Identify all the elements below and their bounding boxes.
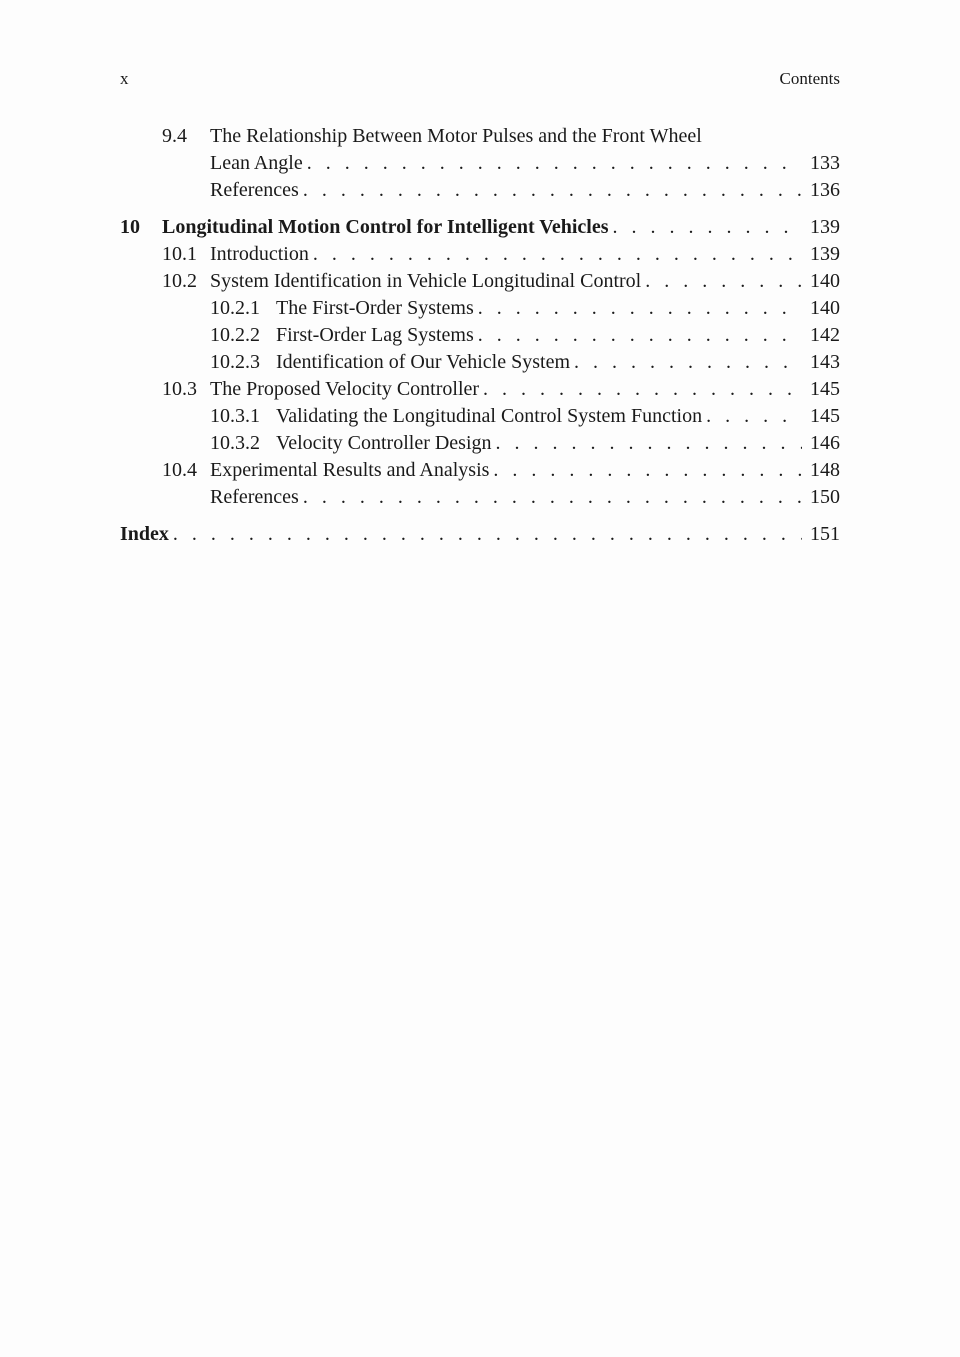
toc-page-number: 145 bbox=[802, 403, 840, 430]
toc-section-number: 10.3 bbox=[162, 376, 210, 403]
toc-line: 10Longitudinal Motion Control for Intell… bbox=[120, 214, 840, 241]
toc-leader-dots: . . . . . . . . . . . . . . . . . . . . … bbox=[489, 457, 802, 484]
toc-leader-dots: . . . . . . . . . . . . . . . . . . . . … bbox=[609, 214, 802, 241]
toc-line: 10.3.1Validating the Longitudinal Contro… bbox=[120, 403, 840, 430]
toc-leader-dots: . . . . . . . . . . . . . . . . . . . . … bbox=[492, 430, 802, 457]
toc-subsection-number: 10.3.2 bbox=[210, 430, 276, 457]
toc-line: Lean Angle. . . . . . . . . . . . . . . … bbox=[120, 150, 840, 177]
toc-title: Identification of Our Vehicle System bbox=[276, 349, 570, 376]
toc-line: 10.2.3Identification of Our Vehicle Syst… bbox=[120, 349, 840, 376]
toc-leader-dots: . . . . . . . . . . . . . . . . . . . . … bbox=[570, 349, 802, 376]
toc-index-label: Index bbox=[120, 521, 169, 548]
toc-page-number: 133 bbox=[802, 150, 840, 177]
toc-page-number: 143 bbox=[802, 349, 840, 376]
table-of-contents: 9.4The Relationship Between Motor Pulses… bbox=[120, 123, 840, 548]
toc-page-number: 139 bbox=[802, 214, 840, 241]
header-contents-label: Contents bbox=[780, 68, 840, 91]
toc-title: References bbox=[210, 177, 299, 204]
toc-page-number: 140 bbox=[802, 268, 840, 295]
toc-line: 10.2System Identification in Vehicle Lon… bbox=[120, 268, 840, 295]
toc-title: References bbox=[210, 484, 299, 511]
toc-title: Velocity Controller Design bbox=[276, 430, 492, 457]
page-number-roman: x bbox=[120, 68, 129, 91]
toc-leader-dots: . . . . . . . . . . . . . . . . . . . . … bbox=[702, 403, 802, 430]
toc-section-number: 10.4 bbox=[162, 457, 210, 484]
toc-line: 10.3The Proposed Velocity Controller. . … bbox=[120, 376, 840, 403]
toc-leader-dots: . . . . . . . . . . . . . . . . . . . . … bbox=[303, 150, 802, 177]
toc-line: 10.4Experimental Results and Analysis. .… bbox=[120, 457, 840, 484]
page-header: x Contents bbox=[120, 68, 840, 91]
toc-section-number: 9.4 bbox=[162, 123, 210, 150]
toc-section-number: 10.1 bbox=[162, 241, 210, 268]
toc-leader-dots: . . . . . . . . . . . . . . . . . . . . … bbox=[309, 241, 802, 268]
toc-line: 10.3.2Velocity Controller Design. . . . … bbox=[120, 430, 840, 457]
toc-line: 10.2.2First-Order Lag Systems. . . . . .… bbox=[120, 322, 840, 349]
toc-title: Lean Angle bbox=[210, 150, 303, 177]
toc-title: System Identification in Vehicle Longitu… bbox=[210, 268, 641, 295]
toc-subsection-number: 10.2.1 bbox=[210, 295, 276, 322]
toc-title: The Relationship Between Motor Pulses an… bbox=[210, 123, 702, 150]
toc-leader-dots: . . . . . . . . . . . . . . . . . . . . … bbox=[169, 521, 802, 548]
toc-leader-dots: . . . . . . . . . . . . . . . . . . . . … bbox=[474, 322, 802, 349]
toc-page-number: 139 bbox=[802, 241, 840, 268]
toc-line: 10.2.1The First-Order Systems. . . . . .… bbox=[120, 295, 840, 322]
toc-line: References. . . . . . . . . . . . . . . … bbox=[120, 177, 840, 204]
toc-subsection-number: 10.2.2 bbox=[210, 322, 276, 349]
toc-title: The First-Order Systems bbox=[276, 295, 474, 322]
toc-title: Experimental Results and Analysis bbox=[210, 457, 489, 484]
toc-title: First-Order Lag Systems bbox=[276, 322, 474, 349]
toc-line: 10.1Introduction. . . . . . . . . . . . … bbox=[120, 241, 840, 268]
toc-page-number: 136 bbox=[802, 177, 840, 204]
toc-page-number: 148 bbox=[802, 457, 840, 484]
toc-leader-dots: . . . . . . . . . . . . . . . . . . . . … bbox=[474, 295, 802, 322]
toc-chapter-number: 10 bbox=[120, 214, 162, 241]
toc-line: 9.4The Relationship Between Motor Pulses… bbox=[120, 123, 840, 150]
toc-leader-dots: . . . . . . . . . . . . . . . . . . . . … bbox=[479, 376, 802, 403]
toc-page-number: 142 bbox=[802, 322, 840, 349]
toc-page-number: 145 bbox=[802, 376, 840, 403]
toc-title: Introduction bbox=[210, 241, 309, 268]
toc-page-number: 146 bbox=[802, 430, 840, 457]
toc-title: Validating the Longitudinal Control Syst… bbox=[276, 403, 702, 430]
toc-leader-dots: . . . . . . . . . . . . . . . . . . . . … bbox=[641, 268, 802, 295]
toc-page-number: 150 bbox=[802, 484, 840, 511]
toc-section-number: 10.2 bbox=[162, 268, 210, 295]
toc-index-line: Index. . . . . . . . . . . . . . . . . .… bbox=[120, 521, 840, 548]
toc-subsection-number: 10.2.3 bbox=[210, 349, 276, 376]
toc-leader-dots: . . . . . . . . . . . . . . . . . . . . … bbox=[299, 484, 802, 511]
toc-subsection-number: 10.3.1 bbox=[210, 403, 276, 430]
toc-page-number: 140 bbox=[802, 295, 840, 322]
toc-page-number: 151 bbox=[802, 521, 840, 548]
toc-title: The Proposed Velocity Controller bbox=[210, 376, 479, 403]
toc-line: References. . . . . . . . . . . . . . . … bbox=[120, 484, 840, 511]
toc-leader-dots: . . . . . . . . . . . . . . . . . . . . … bbox=[299, 177, 802, 204]
toc-title: Longitudinal Motion Control for Intellig… bbox=[162, 214, 609, 241]
